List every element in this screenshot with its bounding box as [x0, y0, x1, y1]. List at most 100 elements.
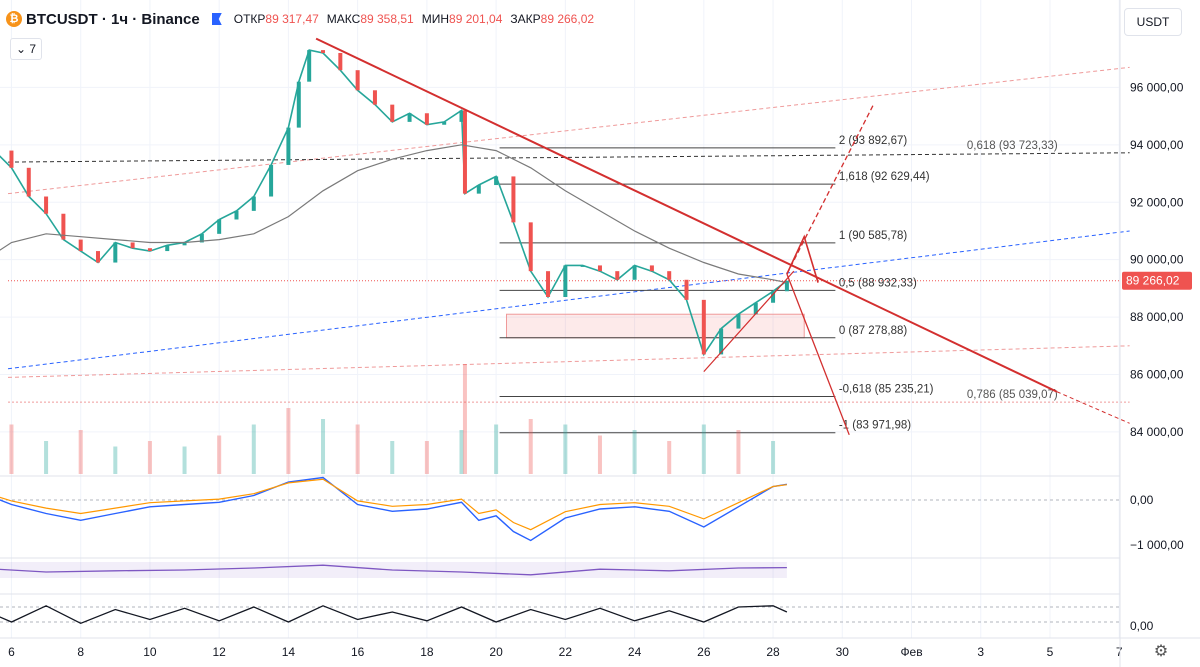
flag-icon[interactable]: [212, 13, 222, 25]
price-candle: [477, 185, 481, 194]
x-tick-label: 30: [836, 645, 850, 659]
gear-icon[interactable]: ⚙: [1152, 642, 1170, 660]
volume-bar: [79, 430, 83, 474]
price-candle: [252, 197, 256, 211]
projection-bullish: [787, 105, 874, 274]
volume-bars: [0, 364, 775, 474]
channel-level-label: 0,618 (93 723,33): [967, 140, 1058, 152]
price-candle: [44, 197, 48, 214]
fib-level-label: 1,618 (92 629,44): [839, 171, 930, 183]
fib-level-label: 2 (93 892,67): [839, 135, 908, 147]
volume-bar: [563, 425, 567, 475]
fib-level-label: -0,618 (85 235,21): [839, 383, 934, 395]
volume-bar: [9, 425, 13, 475]
volume-bar: [598, 436, 602, 475]
indicators-toggle[interactable]: ⌄ 7: [10, 38, 42, 60]
fib-level-label: 1 (90 585,78): [839, 230, 908, 242]
volume-bar: [286, 408, 290, 474]
indicators-count: 7: [29, 42, 36, 56]
price-candle: [615, 271, 619, 280]
price-candle: [297, 82, 301, 128]
price-candle: [546, 271, 550, 297]
price-candle: [217, 219, 221, 233]
volume-bar: [425, 441, 429, 474]
y-tick-label: 90 000,00: [1130, 253, 1184, 267]
price-candle: [9, 151, 13, 168]
price-candle: [390, 105, 394, 122]
y-tick-label: 94 000,00: [1130, 138, 1184, 152]
x-tick-label: 10: [143, 645, 157, 659]
ohlc-open: ОТКР89 317,47: [234, 12, 319, 26]
trend-line[interactable]: [316, 39, 1130, 435]
price-candle: [234, 211, 238, 220]
channel-line-red-bottom: [8, 346, 1130, 378]
channel-level-label: 0,786 (85 039,07): [967, 389, 1058, 401]
channel-line-red-top: [8, 67, 1130, 193]
price-candle: [494, 176, 498, 185]
price-candle: [113, 242, 117, 262]
x-tick-label: 24: [628, 645, 642, 659]
volume-bar: [252, 425, 256, 475]
y-tick-label: 88 000,00: [1130, 310, 1184, 324]
volume-bar: [148, 441, 152, 474]
macd-tick-label: −1 000,00: [1130, 538, 1184, 552]
price-candle: [131, 242, 135, 248]
fib-level-label: 0 (87 278,88): [839, 325, 908, 337]
channel-line-blue: [8, 231, 1130, 369]
moving-average-line: [0, 145, 787, 283]
price-channel: 0,618 (93 723,33) 0,786 (85 039,07): [8, 67, 1130, 402]
x-tick-label: 26: [697, 645, 711, 659]
x-tick-label: 28: [766, 645, 780, 659]
price-candle: [148, 248, 152, 251]
chart-header: ₿ BTCUSDT · 1ч · Binance ОТКР89 317,47 М…: [0, 6, 602, 32]
volume-bar: [667, 441, 671, 474]
volume-bar: [736, 430, 740, 474]
currency-select[interactable]: USDT: [1124, 8, 1182, 36]
fib-level-label: -1 (83 971,98): [839, 420, 911, 432]
x-tick-label: 3: [977, 645, 984, 659]
price-candle: [338, 53, 342, 70]
projection-bearish: [787, 274, 849, 435]
downtrend-extension: [1057, 392, 1130, 424]
price-candle: [702, 300, 706, 355]
x-tick-label: 20: [489, 645, 503, 659]
price-candle: [286, 128, 290, 165]
fib-level-label: 0,5 (88 932,33): [839, 277, 917, 289]
price-candle: [307, 50, 311, 82]
macd-line: [0, 478, 787, 541]
volume-bar: [390, 441, 394, 474]
price-candle: [408, 113, 412, 122]
x-tick-label: 12: [212, 645, 226, 659]
macd-tick-label: 0,00: [1130, 493, 1154, 507]
price-candle: [442, 122, 446, 125]
chart-canvas[interactable]: 0,618 (93 723,33) 0,786 (85 039,07) 2 (93…: [0, 0, 1200, 667]
volume-bar: [771, 441, 775, 474]
y-tick-label: 84 000,00: [1130, 425, 1184, 439]
volume-bar: [633, 430, 637, 474]
chevron-down-icon: ⌄: [16, 42, 29, 56]
price-candle: [685, 280, 689, 300]
volume-bar: [463, 364, 467, 474]
volume-bar: [217, 436, 221, 475]
price-candle: [321, 50, 325, 53]
y-tick-label: 96 000,00: [1130, 80, 1184, 94]
price-candle: [96, 251, 100, 262]
ohlc-low: МИН89 201,04: [422, 12, 503, 26]
support-zone: [506, 314, 804, 338]
price-candle: [459, 110, 463, 121]
price-candle: [511, 176, 515, 222]
x-tick-label: 6: [8, 645, 15, 659]
symbol-title[interactable]: BTCUSDT · 1ч · Binance: [26, 11, 200, 28]
volume-bar: [529, 419, 533, 474]
volume-bar: [702, 425, 706, 475]
stoch-line: [0, 606, 787, 624]
volume-bar: [113, 447, 117, 475]
price-candle: [633, 265, 637, 279]
x-tick-label: 14: [282, 645, 296, 659]
x-tick-label: 18: [420, 645, 434, 659]
level-dashed-0618: [8, 153, 1130, 162]
x-tick-label: 7: [1116, 645, 1123, 659]
price-candle: [356, 70, 360, 90]
volume-bar: [321, 419, 325, 474]
stoch-tick-label: 0,00: [1130, 619, 1154, 633]
